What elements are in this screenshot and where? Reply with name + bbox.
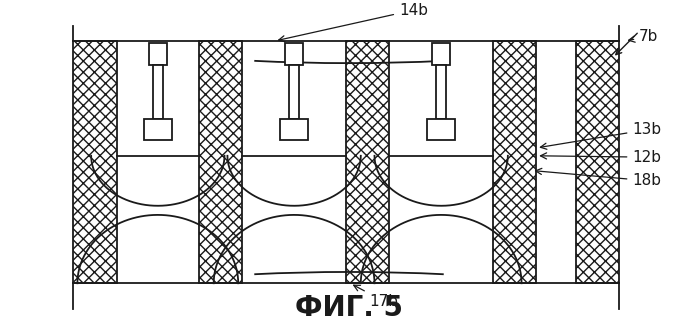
Bar [242, 41, 346, 283]
Bar [575, 41, 619, 283]
Bar [149, 43, 166, 65]
Text: ФИГ. 5: ФИГ. 5 [295, 295, 403, 322]
Bar [428, 118, 455, 140]
Text: 12b: 12b [540, 150, 661, 165]
Bar [153, 65, 163, 118]
Bar [289, 65, 299, 118]
Bar [285, 43, 303, 65]
Bar [149, 43, 166, 65]
Bar [433, 43, 450, 65]
Text: 18b: 18b [535, 168, 661, 188]
Bar [436, 65, 446, 118]
Bar [289, 65, 299, 118]
Bar [280, 118, 308, 140]
Bar [389, 41, 493, 283]
Bar [144, 118, 171, 140]
Bar [153, 65, 163, 118]
Text: 14b: 14b [279, 3, 428, 42]
Bar [436, 65, 446, 118]
Bar [199, 41, 242, 283]
Bar [144, 118, 171, 140]
Bar [433, 43, 450, 65]
Bar [346, 41, 389, 283]
Bar [117, 41, 199, 283]
Bar [73, 41, 117, 283]
Bar [493, 41, 536, 283]
Bar [280, 118, 308, 140]
Text: 13b: 13b [540, 122, 661, 149]
Text: 17b: 17b [354, 285, 398, 309]
Bar [285, 43, 303, 65]
Text: 7b: 7b [628, 29, 658, 44]
Bar [428, 118, 455, 140]
